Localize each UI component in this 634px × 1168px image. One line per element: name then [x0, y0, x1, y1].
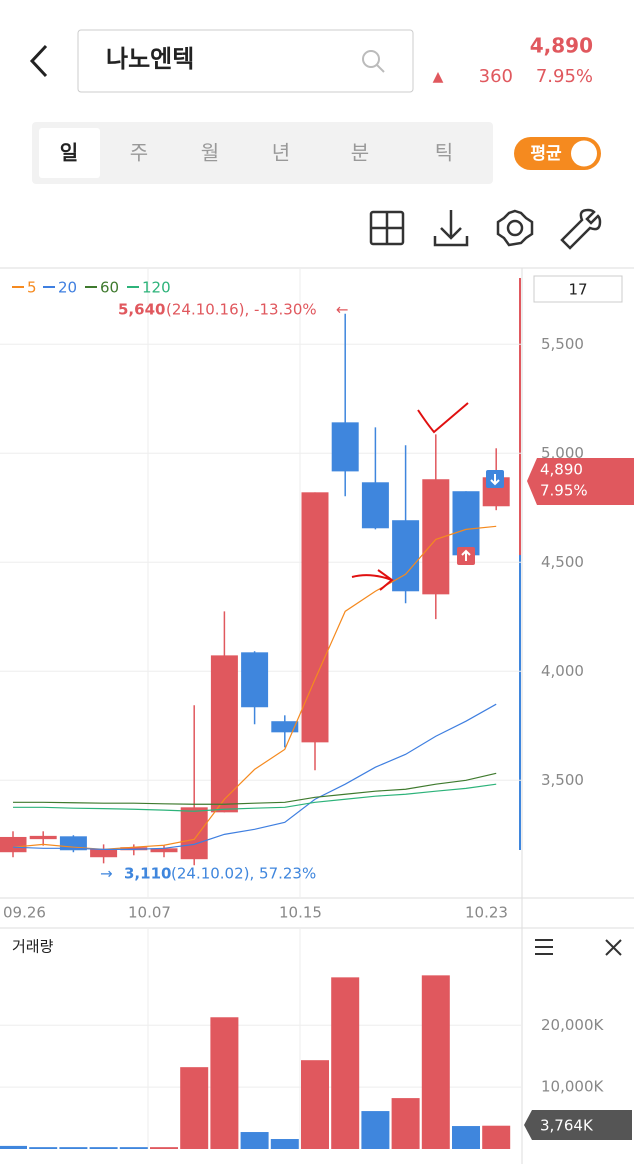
- candle-body: [0, 836, 27, 853]
- change-rate: 7.95%: [536, 66, 593, 87]
- candle-body: [29, 835, 57, 840]
- candle-body: [90, 849, 118, 858]
- volume-bar: [150, 1147, 178, 1149]
- hand-arrow: [351, 569, 394, 591]
- period-value: 17: [568, 281, 587, 299]
- legend-label: 20: [58, 279, 77, 297]
- toggle-label: 평균: [530, 144, 562, 164]
- candle-body: [331, 422, 359, 472]
- legend-label: 5: [27, 279, 37, 297]
- high-detail: (24.10.16), -13.30%: [166, 301, 317, 319]
- moving-average: [13, 783, 497, 812]
- tab[interactable]: 일: [60, 141, 78, 165]
- volume-bar: [59, 1147, 88, 1149]
- volume-bar: [361, 1111, 390, 1149]
- search-box[interactable]: [77, 29, 414, 93]
- volume-tick-label: 20,000K: [541, 1016, 604, 1034]
- volume-bar: [240, 1132, 269, 1149]
- toggle-knob: [571, 140, 597, 167]
- volume-bar: [391, 1098, 420, 1149]
- y-tick-label: 4,000: [541, 662, 584, 680]
- tool-icon[interactable]: [560, 208, 602, 250]
- tab[interactable]: 주: [130, 141, 148, 165]
- volume-bar: [89, 1147, 118, 1149]
- moving-average: [12, 703, 497, 850]
- tab[interactable]: 분: [351, 141, 369, 165]
- x-tick-label: 09.26: [3, 904, 46, 922]
- period-box[interactable]: [533, 275, 623, 303]
- candle-body: [120, 847, 148, 851]
- candle-body: [180, 807, 208, 860]
- moving-average: [13, 772, 497, 805]
- low-price: 3,110: [124, 865, 171, 883]
- candle-body: [452, 491, 480, 556]
- y-tick-label: 5,500: [541, 335, 584, 353]
- x-tick-label: 10.15: [279, 904, 322, 922]
- stock-name: 나노엔텍: [106, 45, 194, 73]
- change-arrow: ▲: [433, 69, 444, 85]
- candle-body: [301, 492, 329, 743]
- search-icon: [376, 64, 385, 73]
- high-price: 5,640: [118, 301, 165, 319]
- tab[interactable]: 월: [201, 141, 219, 165]
- close-icon[interactable]: [605, 939, 622, 956]
- volume-bar: [180, 1067, 209, 1149]
- change: 360: [479, 66, 513, 87]
- volume-bar: [119, 1147, 148, 1149]
- volume-bar: [210, 1017, 239, 1149]
- buy-signal: [461, 549, 471, 561]
- settings-icon[interactable]: [506, 219, 524, 237]
- back-button[interactable]: [29, 44, 48, 78]
- menu-icon[interactable]: [535, 939, 553, 955]
- sell-signal: [490, 474, 500, 486]
- legend-label: 120: [142, 279, 171, 297]
- volume-bar: [452, 1126, 480, 1149]
- tab[interactable]: 년: [272, 141, 290, 165]
- price-tag: [527, 458, 634, 505]
- volume-bar: [421, 975, 450, 1149]
- search-icon: [362, 50, 380, 68]
- volume-tick-label: 10,000K: [541, 1078, 604, 1096]
- high-arrow: ←: [336, 301, 349, 319]
- low-arrow: →: [100, 865, 113, 883]
- tab[interactable]: 틱: [435, 141, 453, 165]
- tab-selected: [39, 128, 100, 178]
- volume-tag: [524, 1110, 632, 1140]
- price: 4,890: [530, 34, 593, 58]
- toolbar: [369, 208, 602, 250]
- volume-bar: [331, 977, 360, 1149]
- candle-body: [271, 721, 299, 733]
- volume-bar: [301, 1060, 329, 1149]
- x-tick-label: 10.23: [465, 904, 508, 922]
- y-tick-label: 3,500: [541, 771, 584, 789]
- candle-body: [361, 482, 389, 529]
- hand-mark: [417, 402, 469, 434]
- download-icon[interactable]: [433, 210, 469, 247]
- volume-bar: [0, 1145, 27, 1149]
- volume-bar: [29, 1147, 58, 1149]
- volume-title: 거래량: [12, 938, 54, 956]
- x-tick-label: 10.07: [128, 904, 171, 922]
- y-tick-label: 4,500: [541, 553, 584, 571]
- candle-body: [241, 652, 269, 708]
- tab-bar: [32, 122, 493, 184]
- price-tag-rate: 7.95%: [540, 482, 588, 500]
- candle-body: [392, 520, 420, 592]
- candle-body: [210, 655, 238, 813]
- y-tick-label: 5,000: [541, 444, 584, 462]
- price-tag-price: 4,890: [540, 461, 583, 479]
- low-detail: (24.10.02), 57.23%: [171, 865, 316, 883]
- volume-bar: [482, 1125, 511, 1149]
- legend-label: 60: [100, 279, 119, 297]
- volume-bar: [270, 1139, 299, 1149]
- candle-body: [150, 848, 178, 853]
- volume-tag-label: 3,764K: [540, 1117, 594, 1135]
